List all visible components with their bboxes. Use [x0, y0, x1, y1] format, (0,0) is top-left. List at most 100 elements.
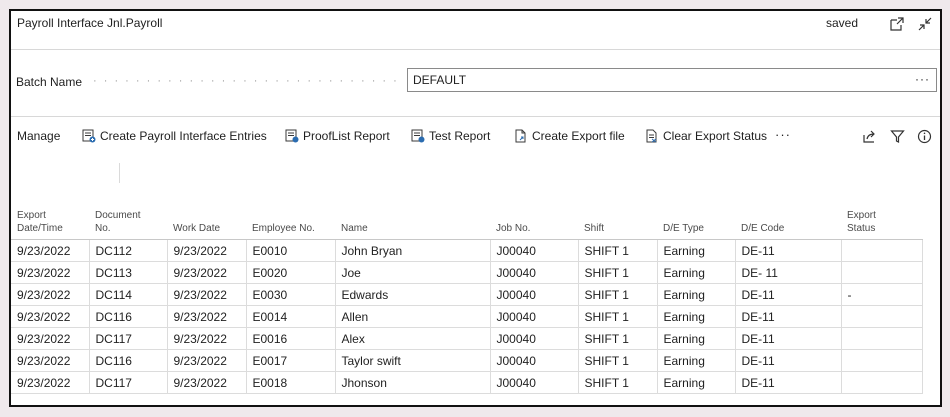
column-header-document-no[interactable]: Document No.	[89, 205, 167, 240]
test-report-button[interactable]: Test Report	[411, 129, 490, 143]
cell-work-date[interactable]: 9/23/2022	[166, 327, 246, 350]
cell-work-date[interactable]: 9/23/2022	[166, 349, 246, 372]
cell-de-type[interactable]: Earning	[656, 239, 735, 262]
cell-export-date[interactable]: 9/23/2022	[11, 327, 89, 350]
table-row[interactable]: 9/23/2022 DC116 9/23/2022 E0017 Taylor swift…	[11, 349, 923, 372]
cell-document-no[interactable]: DC116	[88, 305, 167, 328]
cell-de-type[interactable]: Earning	[656, 349, 735, 372]
cell-de-code[interactable]: DE-11	[734, 349, 841, 372]
share-icon[interactable]	[861, 128, 877, 144]
cell-de-type[interactable]: Earning	[656, 371, 735, 394]
column-header-name[interactable]: Name	[335, 205, 490, 240]
table-row[interactable]: 9/23/2022 DC113 9/23/2022 E0020 Joe J00040 SHI…	[11, 261, 923, 284]
cell-work-date[interactable]: 9/23/2022	[166, 261, 246, 284]
cell-name[interactable]: Allen	[334, 305, 490, 328]
column-header-employee-no[interactable]: Employee No.	[246, 205, 335, 240]
cell-work-date[interactable]: 9/23/2022	[166, 239, 246, 262]
cell-export-status[interactable]	[840, 371, 923, 394]
prooflist-report-button[interactable]: ProofList Report	[285, 129, 390, 143]
cell-export-date[interactable]: 9/23/2022	[11, 239, 89, 262]
cell-export-status[interactable]	[840, 349, 923, 372]
table-row[interactable]: 9/23/2022 DC117 9/23/2022 E0016 Alex J00040 SH…	[11, 327, 923, 350]
cell-shift[interactable]: SHIFT 1	[577, 239, 657, 262]
table-row[interactable]: 9/23/2022 DC114 9/23/2022 E0030 Edwards J0004…	[11, 283, 923, 306]
column-header-work-date[interactable]: Work Date	[167, 205, 246, 240]
create-payroll-interface-entries-button[interactable]: Create Payroll Interface Entries	[82, 129, 267, 143]
cell-document-no[interactable]: DC117	[88, 327, 167, 350]
column-header-job-no[interactable]: Job No.	[490, 205, 578, 240]
cell-document-no[interactable]: DC113	[88, 261, 167, 284]
cell-de-code[interactable]: DE-11	[734, 371, 841, 394]
cell-de-type[interactable]: Earning	[656, 283, 735, 306]
cell-document-no[interactable]: DC114	[88, 283, 167, 306]
table-row[interactable]: 9/23/2022 DC112 9/23/2022 E0010 John Bryan J0…	[11, 239, 923, 262]
cell-export-status[interactable]: -	[840, 283, 923, 306]
cell-job-no[interactable]: J00040	[489, 283, 578, 306]
cell-name[interactable]: Edwards	[334, 283, 490, 306]
open-in-new-window-icon[interactable]	[889, 16, 905, 32]
cell-work-date[interactable]: 9/23/2022	[166, 371, 246, 394]
info-icon[interactable]	[916, 128, 932, 144]
cell-de-code[interactable]: DE-11	[734, 305, 841, 328]
cell-export-date[interactable]: 9/23/2022	[11, 305, 89, 328]
cell-work-date[interactable]: 9/23/2022	[166, 305, 246, 328]
cell-employee-no[interactable]: E0030	[245, 283, 335, 306]
cell-document-no[interactable]: DC112	[88, 239, 167, 262]
cell-employee-no[interactable]: E0010	[245, 239, 335, 262]
cell-de-type[interactable]: Earning	[656, 261, 735, 284]
cell-name[interactable]: John Bryan	[334, 239, 490, 262]
cell-employee-no[interactable]: E0016	[245, 327, 335, 350]
cell-de-code[interactable]: DE-11	[734, 239, 841, 262]
batch-name-field[interactable]: DEFAULT ···	[407, 68, 937, 92]
cell-shift[interactable]: SHIFT 1	[577, 261, 657, 284]
cell-document-no[interactable]: DC117	[88, 371, 167, 394]
create-export-file-button[interactable]: Create Export file	[514, 129, 625, 143]
cell-shift[interactable]: SHIFT 1	[577, 283, 657, 306]
column-header-shift[interactable]: Shift	[578, 205, 657, 240]
cell-export-date[interactable]: 9/23/2022	[11, 349, 89, 372]
cell-shift[interactable]: SHIFT 1	[577, 327, 657, 350]
cell-export-status[interactable]	[840, 239, 923, 262]
more-actions-button[interactable]: ···	[775, 127, 791, 142]
cell-job-no[interactable]: J00040	[489, 371, 578, 394]
cell-name[interactable]: Alex	[334, 327, 490, 350]
cell-de-code[interactable]: DE-11	[734, 327, 841, 350]
collapse-icon[interactable]	[917, 16, 933, 32]
manage-menu[interactable]: Manage	[17, 129, 60, 143]
cell-name[interactable]: Taylor swift	[334, 349, 490, 372]
cell-employee-no[interactable]: E0020	[245, 261, 335, 284]
cell-name[interactable]: Jhonson	[334, 371, 490, 394]
cell-export-status[interactable]	[840, 261, 923, 284]
cell-employee-no[interactable]: E0017	[245, 349, 335, 372]
cell-job-no[interactable]: J00040	[489, 327, 578, 350]
cell-de-type[interactable]: Earning	[656, 305, 735, 328]
cell-name[interactable]: Joe	[334, 261, 490, 284]
cell-shift[interactable]: SHIFT 1	[577, 305, 657, 328]
cell-export-status[interactable]	[840, 327, 923, 350]
table-row[interactable]: 9/23/2022 DC116 9/23/2022 E0014 Allen J00040 S…	[11, 305, 923, 328]
cell-de-code[interactable]: DE- 11	[734, 261, 841, 284]
batch-lookup-button[interactable]: ···	[915, 72, 930, 86]
table-row[interactable]: 9/23/2022 DC117 9/23/2022 E0018 Jhonson J0004…	[11, 371, 923, 394]
cell-de-code[interactable]: DE-11	[734, 283, 841, 306]
column-header-de-type[interactable]: D/E Type	[657, 205, 735, 240]
cell-work-date[interactable]: 9/23/2022	[166, 283, 246, 306]
cell-shift[interactable]: SHIFT 1	[577, 349, 657, 372]
cell-export-date[interactable]: 9/23/2022	[11, 371, 89, 394]
filter-icon[interactable]	[889, 128, 905, 144]
cell-export-status[interactable]	[840, 305, 923, 328]
cell-job-no[interactable]: J00040	[489, 239, 578, 262]
cell-employee-no[interactable]: E0018	[245, 371, 335, 394]
cell-export-date[interactable]: 9/23/2022	[11, 261, 89, 284]
cell-de-type[interactable]: Earning	[656, 327, 735, 350]
cell-export-date[interactable]: 9/23/2022	[11, 283, 89, 306]
cell-job-no[interactable]: J00040	[489, 305, 578, 328]
clear-export-status-button[interactable]: Clear Export Status	[645, 129, 767, 143]
column-header-export-status[interactable]: Export Status	[841, 205, 922, 240]
cell-document-no[interactable]: DC116	[88, 349, 167, 372]
cell-employee-no[interactable]: E0014	[245, 305, 335, 328]
column-header-de-code[interactable]: D/E Code	[735, 205, 841, 240]
cell-shift[interactable]: SHIFT 1	[577, 371, 657, 394]
cell-job-no[interactable]: J00040	[489, 261, 578, 284]
cell-job-no[interactable]: J00040	[489, 349, 578, 372]
